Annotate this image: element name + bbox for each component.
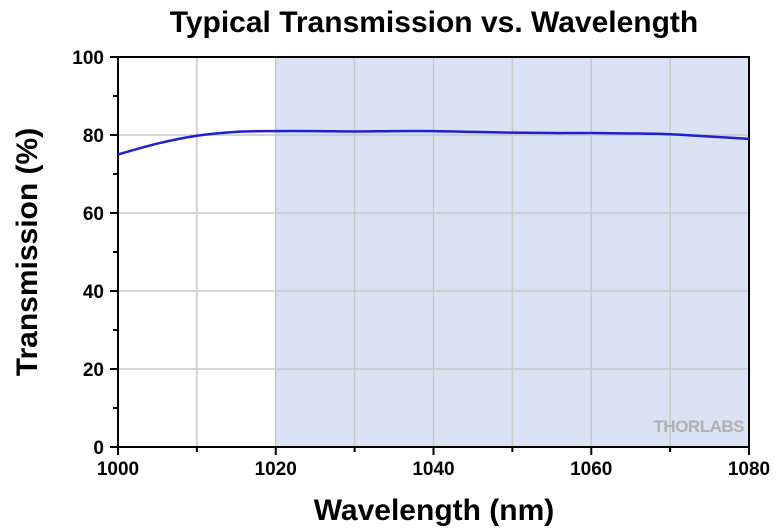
x-tick-label: 1000 — [97, 459, 139, 480]
thorlabs-watermark: THORLABS — [654, 417, 745, 436]
y-tick-label: 100 — [72, 48, 104, 69]
y-tick-label: 20 — [83, 360, 104, 381]
axis-ticks — [110, 56, 750, 455]
y-tick-label: 40 — [83, 282, 104, 303]
chart-title: Typical Transmission vs. Wavelength — [170, 6, 699, 39]
y-tick-label: 80 — [83, 126, 104, 147]
x-tick-label: 1060 — [570, 459, 612, 480]
x-tick-label: 1020 — [255, 459, 297, 480]
grid-lines — [118, 57, 749, 447]
x-tick-labels: 1000 1020 1040 1060 1080 — [97, 459, 770, 480]
x-axis-label: Wavelength (nm) — [314, 494, 555, 527]
series-line — [117, 129, 750, 156]
x-tick-label: 1080 — [728, 459, 770, 480]
y-tick-label: 60 — [83, 204, 104, 225]
y-tick-label: 0 — [93, 438, 104, 459]
y-axis-label: Transmission (%) — [11, 128, 44, 376]
x-tick-label: 1040 — [412, 459, 454, 480]
y-tick-labels: 0 20 40 60 80 100 — [72, 48, 104, 459]
